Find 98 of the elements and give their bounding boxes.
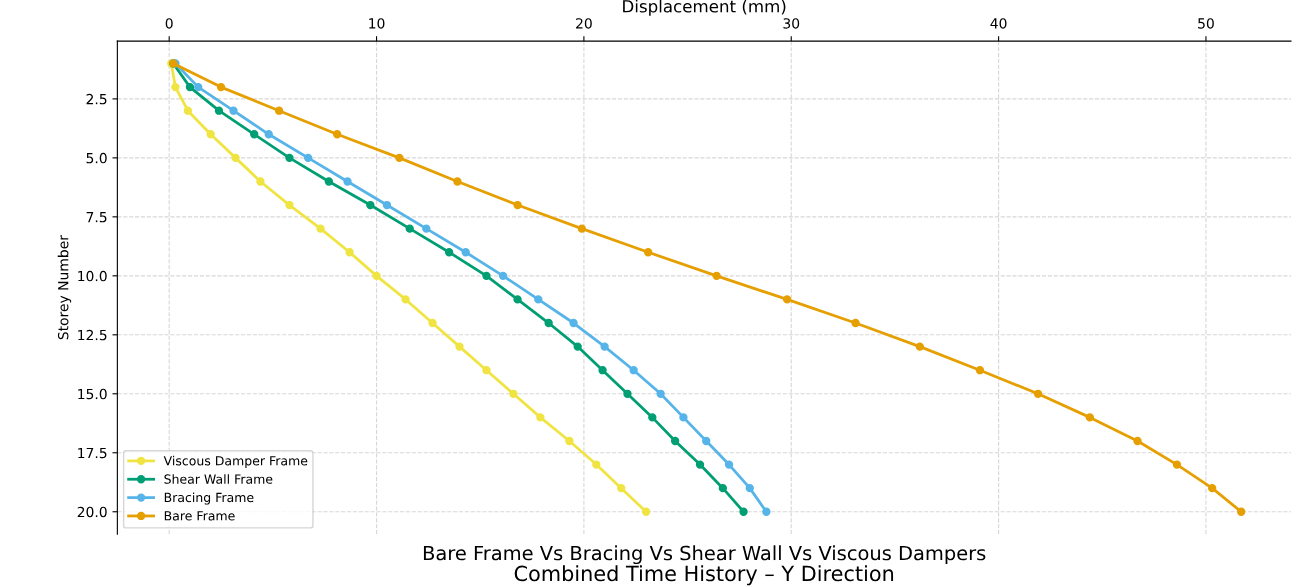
point — [569, 318, 578, 328]
point — [216, 82, 226, 92]
point — [1237, 507, 1246, 516]
point — [679, 413, 688, 422]
point — [372, 271, 381, 281]
point — [231, 153, 240, 163]
point — [183, 106, 193, 115]
point — [592, 460, 601, 469]
point — [1133, 436, 1142, 446]
point — [332, 130, 342, 139]
legend-label: Shear Wall Frame — [164, 474, 273, 484]
point — [975, 366, 985, 375]
point — [513, 200, 522, 210]
point — [513, 295, 522, 304]
y-tick-label: 12.5 — [78, 329, 107, 341]
point — [702, 436, 711, 446]
y-tick-label: 2.5 — [86, 93, 107, 105]
point — [695, 460, 705, 469]
point — [915, 342, 924, 351]
point — [644, 248, 653, 257]
y-axis-title: Storey Number — [57, 235, 72, 340]
legend-label: Bracing Frame — [164, 492, 254, 505]
point — [600, 342, 609, 351]
point — [194, 82, 203, 92]
point — [206, 130, 215, 139]
x-tick-label: 30 — [783, 18, 800, 29]
point — [544, 318, 553, 328]
point — [366, 200, 375, 210]
x-tick-label: 10 — [369, 18, 385, 29]
x-axis-title: Displacement (mm) — [623, 0, 786, 16]
point — [712, 271, 721, 281]
point — [285, 153, 294, 163]
point — [536, 413, 545, 422]
point — [274, 106, 284, 115]
point — [656, 389, 665, 398]
point — [762, 507, 771, 516]
point — [782, 295, 792, 304]
point — [617, 483, 626, 493]
point — [1033, 389, 1043, 398]
point — [382, 200, 392, 210]
point — [534, 295, 543, 304]
y-tick-label: 7.5 — [86, 212, 107, 223]
point — [648, 413, 657, 422]
y-tick-label: 17.5 — [78, 447, 107, 459]
point — [285, 200, 294, 210]
point — [264, 130, 273, 139]
point — [724, 460, 734, 469]
point — [303, 153, 313, 163]
point — [739, 507, 748, 516]
point — [324, 177, 334, 186]
point — [316, 224, 325, 233]
point — [453, 177, 462, 186]
point — [482, 271, 491, 281]
point — [509, 389, 518, 398]
point — [629, 366, 638, 375]
point — [343, 177, 352, 186]
point — [1085, 413, 1094, 422]
point — [428, 318, 437, 328]
point — [250, 130, 259, 139]
y-tick-label: 10.0 — [78, 270, 107, 282]
point — [345, 248, 354, 257]
point — [401, 295, 410, 304]
point — [461, 248, 470, 257]
point — [1207, 483, 1217, 493]
point — [422, 224, 431, 233]
point — [670, 436, 680, 446]
point — [573, 342, 582, 351]
point — [851, 318, 860, 328]
text: Combined Time History – Y Direction — [514, 565, 894, 586]
point — [482, 366, 491, 375]
x-tick-label: 50 — [1198, 18, 1214, 29]
point — [1172, 460, 1182, 469]
y-tick-label: 15.0 — [78, 388, 107, 400]
point — [498, 271, 508, 281]
point — [577, 224, 586, 233]
text: Bare Frame Vs Bracing Vs Shear Wall Vs Viscous Dampers — [423, 545, 986, 565]
point — [229, 106, 238, 115]
point — [565, 436, 574, 446]
point — [745, 483, 754, 493]
legend-label: Bare Frame — [164, 511, 235, 521]
x-tick-label: 0 — [165, 18, 173, 29]
y-tick-label: 20.0 — [77, 506, 107, 518]
point — [214, 106, 224, 115]
y-tick-label: 5.0 — [86, 152, 107, 164]
point — [256, 177, 265, 186]
point — [171, 82, 180, 92]
point — [641, 507, 651, 516]
point — [623, 389, 632, 398]
point — [718, 483, 727, 493]
point — [598, 366, 607, 375]
point — [185, 82, 195, 92]
point — [405, 224, 414, 233]
x-tick-label: 20 — [576, 18, 592, 29]
point — [395, 153, 404, 163]
point — [455, 342, 464, 351]
legend-label: Viscous Damper Frame — [163, 455, 308, 468]
point — [444, 248, 454, 257]
x-tick-label: 40 — [990, 18, 1007, 29]
